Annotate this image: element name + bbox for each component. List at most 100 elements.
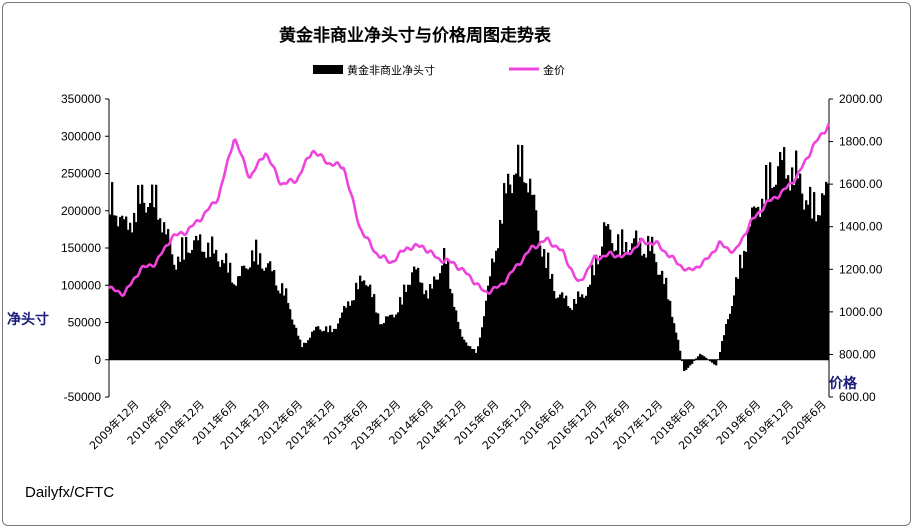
- bar: [437, 279, 440, 360]
- bar: [195, 235, 198, 360]
- bar: [539, 245, 542, 360]
- bar: [257, 264, 260, 360]
- bar: [431, 288, 434, 360]
- bar: [361, 281, 364, 360]
- bar: [647, 235, 650, 360]
- bar: [473, 348, 476, 360]
- bar: [531, 194, 534, 360]
- price-line: [108, 122, 831, 298]
- bar: [303, 342, 306, 360]
- bar: [411, 272, 414, 360]
- bar: [693, 359, 696, 361]
- bar: [621, 229, 624, 360]
- bar: [199, 234, 202, 360]
- bar: [487, 285, 490, 360]
- bar: [259, 253, 262, 360]
- bar: [463, 339, 466, 360]
- bar: [465, 342, 468, 360]
- bar: [373, 294, 376, 360]
- bar: [423, 294, 426, 360]
- bar: [673, 323, 676, 360]
- bar: [235, 285, 238, 360]
- bar: [653, 253, 656, 360]
- bar: [461, 336, 464, 360]
- bar: [641, 255, 644, 360]
- bar: [671, 316, 674, 360]
- bar: [399, 297, 402, 360]
- bar: [177, 256, 180, 360]
- bar: [537, 230, 540, 360]
- bar: [469, 346, 472, 360]
- bar: [183, 259, 186, 360]
- bar: [277, 290, 280, 360]
- right-tick-label: 1600.00: [839, 177, 883, 191]
- bar: [773, 186, 776, 360]
- bar: [581, 294, 584, 360]
- bar: [661, 270, 664, 360]
- bar: [555, 298, 558, 360]
- bar: [287, 303, 290, 360]
- bar: [703, 356, 706, 360]
- bar: [169, 242, 172, 360]
- bar: [369, 284, 372, 360]
- bar: [301, 347, 304, 360]
- bar: [263, 270, 266, 360]
- bar: [711, 359, 714, 363]
- bar: [255, 239, 258, 360]
- bar: [171, 254, 174, 360]
- left-tick-label: 250000: [61, 167, 101, 181]
- bar: [175, 269, 178, 360]
- bar: [221, 259, 224, 360]
- bar: [811, 218, 814, 360]
- bar: [593, 275, 596, 360]
- bar: [185, 236, 188, 360]
- bar: [655, 262, 658, 360]
- bar: [601, 246, 604, 360]
- bar: [547, 252, 550, 360]
- bar: [391, 314, 394, 360]
- bar: [467, 345, 470, 360]
- bar: [737, 278, 740, 360]
- bar: [333, 328, 336, 360]
- right-tick-label: 1000.00: [839, 305, 883, 319]
- right-axis-title: 价格: [829, 375, 858, 392]
- bar: [243, 265, 246, 360]
- bar: [157, 219, 160, 360]
- bar: [807, 204, 810, 360]
- bar: [131, 232, 134, 360]
- bar: [407, 284, 410, 360]
- bar: [367, 286, 370, 360]
- chart-title: 黄金非商业净头寸与价格周图走势表: [279, 25, 552, 46]
- bar: [425, 290, 428, 360]
- bar: [447, 259, 450, 360]
- bar: [631, 243, 634, 360]
- bar: [525, 183, 528, 360]
- bar: [565, 295, 568, 360]
- bar: [207, 242, 210, 360]
- bar: [145, 212, 148, 360]
- bar: [427, 298, 430, 360]
- bar: [783, 147, 786, 360]
- bar: [245, 268, 248, 360]
- bar: [731, 306, 734, 360]
- bar: [745, 251, 748, 360]
- bar: [551, 273, 554, 360]
- bar: [575, 303, 578, 360]
- bar: [781, 160, 784, 360]
- bar: [187, 252, 190, 360]
- bar: [765, 165, 768, 360]
- bar: [337, 323, 340, 360]
- bar: [501, 223, 504, 360]
- bar: [569, 308, 572, 360]
- bar: [767, 198, 770, 360]
- bar: [203, 251, 206, 360]
- bar: [139, 203, 142, 360]
- bar: [279, 293, 282, 360]
- bar: [365, 285, 368, 360]
- bar: [209, 256, 212, 360]
- bar: [445, 263, 448, 360]
- bar: [339, 318, 342, 360]
- bar: [481, 327, 484, 360]
- bar: [507, 173, 510, 360]
- bar: [615, 250, 618, 360]
